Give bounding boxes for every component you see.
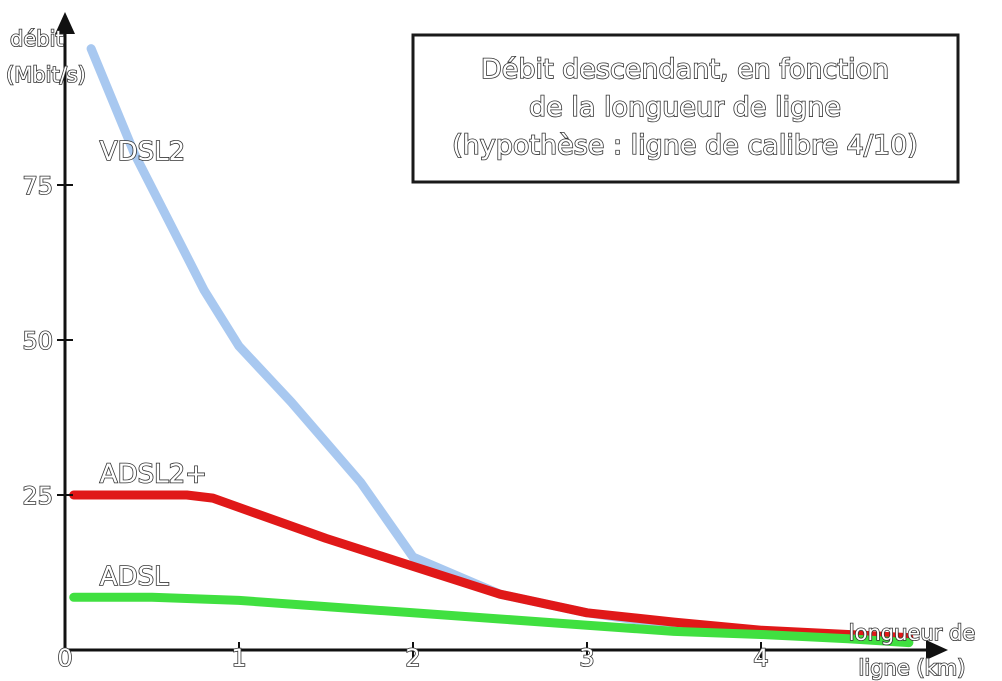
y-tick-label-50: 50 <box>22 327 53 355</box>
chart-title-line-1: Débit descendant, en fonction <box>481 54 889 85</box>
x-tick-label-3: 3 <box>579 644 594 672</box>
x-tick-label-0: 0 <box>57 644 72 672</box>
y-tick-label-75: 75 <box>22 172 53 200</box>
chart-title-line-3: (hypothèse : ligne de calibre 4/10) <box>452 130 918 161</box>
series-label-vdsl2: VDSL2 <box>100 137 185 167</box>
series-line-adsl <box>69 592 914 648</box>
chart-title-line-2: de la longueur de ligne <box>529 92 841 123</box>
y-axis-title-line-2: (Mbit/s) <box>6 63 86 87</box>
x-axis-arrow-icon <box>926 640 948 660</box>
series-label-adsl2: ADSL2+ <box>100 460 207 490</box>
tick-layer: 0 1 2 3 4 25 50 75 <box>22 171 770 673</box>
series-label-adsl: ADSL <box>100 562 169 592</box>
x-axis-title-line-2: ligne (km) <box>859 656 966 680</box>
x-tick-label-1: 1 <box>231 644 246 672</box>
x-tick-label-2: 2 <box>405 644 420 672</box>
y-axis-arrow-icon <box>55 12 75 34</box>
series-layer: VDSL2 ADSL2+ ADSL <box>69 44 914 648</box>
x-axis-title-line-1: longueur de <box>849 621 975 645</box>
x-tick-label-4: 4 <box>753 644 768 672</box>
title-box: Débit descendant, en fonction de la long… <box>411 33 960 184</box>
y-axis-title-line-1: débit <box>10 27 64 51</box>
y-tick-label-25: 25 <box>22 482 53 510</box>
